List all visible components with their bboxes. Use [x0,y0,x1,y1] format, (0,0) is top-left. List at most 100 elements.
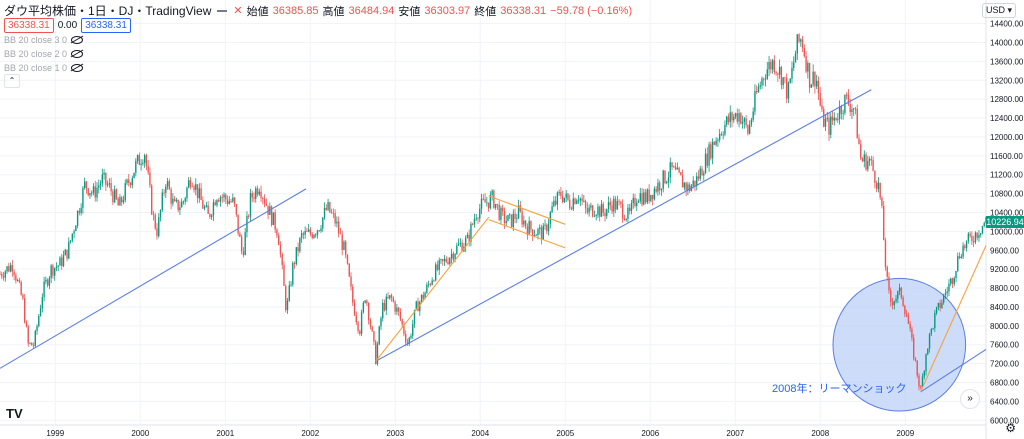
candle-body [803,48,806,56]
candle-body [198,188,201,199]
candle-body [671,162,673,167]
candle-body [228,201,231,204]
candle-body [147,166,149,173]
candle-body [89,193,91,196]
candle-body [66,249,68,259]
candle-body [277,235,280,246]
candle-body [916,360,918,376]
time-tick-label: 2003 [386,429,404,438]
candle-body [323,207,326,218]
ask-price-box[interactable]: 36338.31 [81,18,131,33]
candle-body [75,225,77,232]
candle-body [821,105,823,110]
eye-hidden-icon[interactable] [71,50,84,58]
low-label: 安値 [398,5,421,18]
candle-body [814,71,816,87]
candle-body [304,231,306,235]
trendline-trend [375,89,872,362]
candle-body [364,300,366,303]
candle-body [145,155,148,167]
candle-body [367,303,370,320]
candle-body [39,308,42,317]
candle-body [609,202,611,206]
price-tick-label: 10400.00 [990,209,1024,218]
candle-body [831,116,834,121]
candle-body [964,245,966,248]
candle-body [651,194,654,200]
minimize-icon[interactable] [217,9,228,12]
candle-body [482,198,484,200]
candle-body [240,236,243,252]
candle-body [662,170,664,189]
candle-body [676,167,679,170]
candle-body [150,185,153,215]
candle-body [789,78,791,83]
candle-body [934,313,936,329]
tradingview-logo[interactable]: TV [6,406,23,421]
indicator-bb-2[interactable]: BB 20 close 2 0 [4,49,84,59]
candle-body [175,199,178,202]
candle-body [775,72,777,74]
candle-body [191,186,193,188]
candle-body [327,202,329,210]
candle-body [657,182,659,192]
time-tick-label: 2007 [726,429,744,438]
candle-body [235,204,238,215]
change-value: −59.78 (−0.16%) [550,4,633,17]
symbol-title[interactable]: ダウ平均株価・1日・DJ・TradingView [4,4,212,18]
candle-body [599,206,601,217]
candle-body [687,184,689,191]
candle-body [440,259,442,261]
candle-body [143,155,146,163]
price-tick-label: 10800.00 [990,190,1024,199]
candle-body [16,280,19,281]
lehman-annotation: 2008年：リーマンショック [772,383,907,395]
candle-body [106,184,109,186]
candle-body [574,198,576,204]
currency-selector[interactable]: USD ▾ [981,3,1016,18]
candle-body [502,207,504,211]
bid-price-box[interactable]: 36338.31 [4,18,54,33]
price-tick-label: 11600.00 [990,152,1023,161]
candle-body [722,134,724,136]
candle-body [397,307,400,312]
candle-body [424,292,426,299]
candle-body [431,280,433,285]
candle-body [285,285,287,311]
candle-body [399,311,402,320]
candle-body [202,200,204,209]
candle-body [833,117,836,121]
scroll-to-latest-button[interactable]: » [960,389,980,409]
collapse-indicators-button[interactable]: ⌃ [4,74,20,88]
candle-body [461,242,463,252]
candle-body [549,212,552,224]
candle-body [189,180,192,187]
candle-body [784,77,786,79]
candle-body [517,205,520,219]
gear-icon[interactable]: ⚙ [1005,421,1016,435]
candle-body [20,282,22,295]
candle-body [272,212,275,225]
eye-hidden-icon[interactable] [71,36,84,44]
candle-body [955,270,957,279]
candle-body [648,189,650,202]
indicator-bb-1[interactable]: BB 20 close 1 0 [4,63,84,73]
chart-header: ダウ平均株価・1日・DJ・TradingView ✕ 始値 36385.85 高… [4,2,632,19]
price-tick-label: 8000.00 [990,322,1019,331]
candle-body [61,257,63,267]
candle-body [708,144,710,166]
candle-body [406,342,409,345]
candle-body [498,204,500,220]
indicator-label: BB 20 close 3 0 [4,35,68,45]
candle-body [503,210,506,224]
candle-body [851,109,853,113]
candle-body [122,200,125,203]
candle-body [353,302,356,316]
candle-body [935,307,938,314]
indicator-bb-3[interactable]: BB 20 close 3 0 [4,35,84,45]
candle-body [932,328,934,329]
trendline-orange [920,245,987,393]
eye-hidden-icon[interactable] [71,64,84,72]
candle-body [352,286,354,303]
